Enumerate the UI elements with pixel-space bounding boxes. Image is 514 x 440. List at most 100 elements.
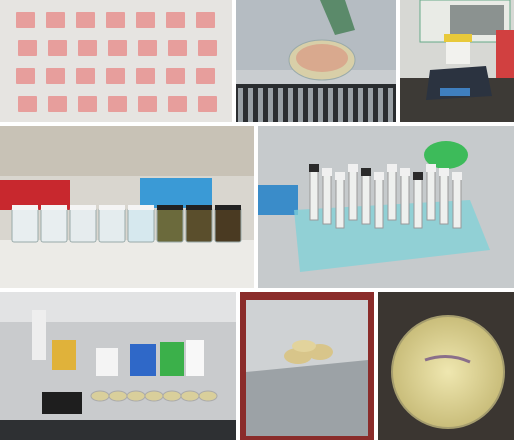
black-box <box>42 392 82 414</box>
panel-samples <box>0 0 232 122</box>
tube <box>426 169 436 221</box>
tube-cap <box>426 164 436 172</box>
panel-tube-rack <box>258 126 514 288</box>
mixer-label <box>440 88 470 96</box>
grate <box>0 420 236 440</box>
gutter <box>396 0 400 122</box>
grate-bar <box>388 88 393 122</box>
sample-square <box>166 68 185 84</box>
tube <box>413 177 423 229</box>
sample-square <box>78 40 97 56</box>
panel-incubator <box>240 292 374 440</box>
grate-bar <box>298 88 303 122</box>
red-box <box>496 30 514 80</box>
tube <box>400 173 410 225</box>
sample-square <box>136 68 155 84</box>
shelf <box>246 360 368 436</box>
jar-row <box>11 205 242 243</box>
sample-square <box>108 40 127 56</box>
bag <box>96 348 118 376</box>
green-bottle <box>160 342 184 376</box>
sample-square <box>136 12 155 28</box>
jar <box>214 207 242 243</box>
grate-bar <box>378 88 383 122</box>
sample-square <box>48 96 67 112</box>
panel-jars <box>0 126 254 288</box>
sample-square <box>46 68 65 84</box>
gutter <box>254 126 258 288</box>
jar-lid <box>215 205 241 210</box>
jar-lid <box>186 205 212 210</box>
grate-bars <box>238 88 393 122</box>
jar <box>11 207 39 243</box>
gutter <box>374 292 378 440</box>
sample-square <box>76 12 95 28</box>
sample-square <box>16 12 35 28</box>
grate-bar <box>308 88 313 122</box>
sample-square <box>106 12 125 28</box>
blue-box <box>140 178 212 208</box>
grate-bar <box>278 88 283 122</box>
jar-lid <box>12 205 38 210</box>
sample-square <box>196 12 215 28</box>
jar <box>127 207 155 243</box>
sample-square <box>78 96 97 112</box>
tube-cap <box>361 168 371 176</box>
sample-square <box>48 40 67 56</box>
sample-square <box>16 68 35 84</box>
tube-cap <box>322 168 332 176</box>
tube-cap <box>439 168 449 176</box>
panel-petri-closeup <box>378 292 514 440</box>
gloved-hand <box>320 0 355 35</box>
tube <box>335 177 345 229</box>
sample-square <box>18 40 37 56</box>
sample-square <box>106 68 125 84</box>
plate <box>126 390 146 402</box>
sample-square <box>198 96 217 112</box>
jar <box>98 207 126 243</box>
grate-bar <box>238 88 243 122</box>
sample-square <box>168 96 187 112</box>
sample-square <box>46 12 65 28</box>
oven-window <box>450 5 504 35</box>
green-bottle <box>424 141 468 169</box>
jar-lid <box>157 205 183 210</box>
jar <box>69 207 97 243</box>
tube <box>374 177 384 229</box>
grate-bar <box>368 88 373 122</box>
jar-lid <box>41 205 67 210</box>
jar-lid <box>128 205 154 210</box>
jar-lid <box>70 205 96 210</box>
dish-content <box>296 44 348 72</box>
plate <box>162 390 182 402</box>
gutter <box>232 0 236 122</box>
sample-square <box>18 96 37 112</box>
tip-box <box>52 340 76 370</box>
petri-dish <box>391 315 505 429</box>
grate-bar <box>348 88 353 122</box>
plate <box>180 390 200 402</box>
tube-cap <box>413 172 423 180</box>
plate-row <box>90 390 218 402</box>
sample-square <box>198 40 217 56</box>
plate <box>198 390 218 402</box>
tube-cap <box>444 34 472 42</box>
grate-bar <box>248 88 253 122</box>
white-bottle <box>186 340 204 376</box>
panel-petri-hood <box>236 0 396 122</box>
sample-square <box>138 40 157 56</box>
grate-bar <box>338 88 343 122</box>
plate <box>292 340 316 352</box>
gutter <box>0 122 514 126</box>
bench <box>0 240 254 288</box>
grate-bar <box>288 88 293 122</box>
plate <box>144 390 164 402</box>
gutter <box>0 288 514 292</box>
sample-square <box>168 40 187 56</box>
grate-bar <box>328 88 333 122</box>
jar-lid <box>99 205 125 210</box>
tube-cap <box>452 172 462 180</box>
sample-square <box>166 12 185 28</box>
